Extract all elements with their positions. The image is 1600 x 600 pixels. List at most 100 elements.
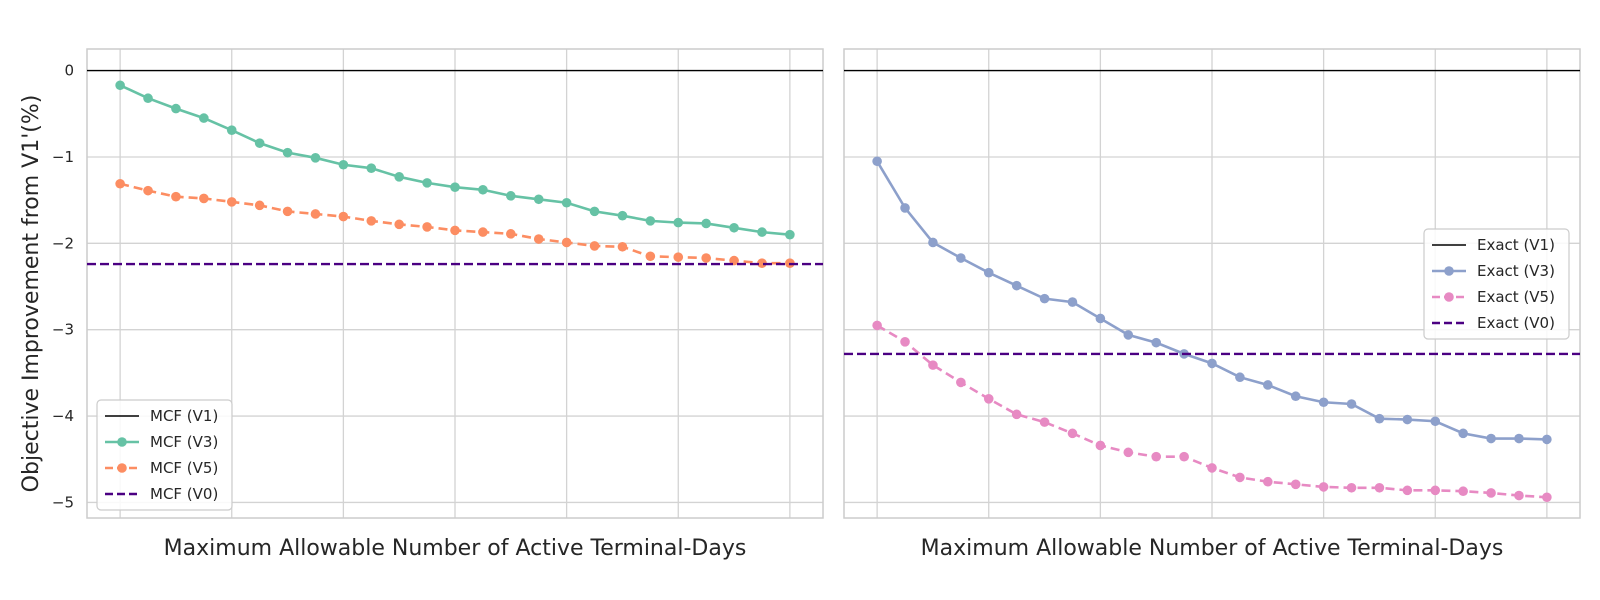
data-point — [1067, 428, 1078, 439]
data-point — [1374, 482, 1385, 493]
data-point — [1346, 482, 1357, 493]
data-point — [254, 200, 265, 211]
legend-label: Exact (V1) — [1477, 236, 1555, 254]
series-mcf-v5 — [115, 178, 795, 269]
data-point — [199, 113, 209, 123]
data-point — [450, 225, 460, 236]
data-point — [729, 222, 739, 233]
legend-entry: MCF (V0) — [105, 485, 218, 503]
data-point — [143, 93, 153, 104]
data-point — [226, 197, 237, 207]
legend-label: Exact (V0) — [1477, 314, 1555, 332]
data-point — [956, 377, 966, 388]
data-point — [1151, 451, 1161, 462]
y-tick-label: −4 — [52, 407, 74, 425]
data-point — [757, 227, 767, 237]
legend-label: MCF (V1) — [150, 407, 218, 425]
data-point — [506, 191, 516, 201]
data-point — [1235, 372, 1245, 383]
data-point — [1179, 451, 1189, 462]
data-point — [1542, 492, 1552, 503]
data-point — [1430, 416, 1441, 427]
data-point — [338, 211, 349, 222]
data-point — [983, 267, 994, 278]
data-point — [1486, 488, 1496, 498]
data-point — [1207, 463, 1217, 473]
legend-entry: MCF (V5) — [105, 459, 218, 477]
data-point — [872, 156, 882, 167]
data-point — [785, 229, 795, 240]
data-point — [254, 138, 265, 148]
y-tick-label: 0 — [64, 62, 74, 80]
legend-entry: Exact (V0) — [1432, 314, 1555, 332]
left-panel: 0 −1 −2 −3 −4 −5 Maximum Allowable Number of A… — [19, 48, 824, 561]
data-point — [589, 241, 600, 251]
data-point — [1263, 380, 1273, 390]
data-point — [478, 227, 488, 237]
right-panel: Maximum Allowable Number of Active Termi… — [843, 48, 1581, 561]
data-point — [757, 258, 767, 269]
legend-entry: Exact (V5) — [1432, 288, 1555, 306]
plot-frame — [843, 48, 1581, 519]
data-point — [310, 153, 321, 163]
data-point — [478, 184, 488, 195]
legend-marker-swatch — [1444, 292, 1454, 302]
data-point — [1095, 313, 1106, 324]
data-point — [701, 253, 711, 263]
legend-label: MCF (V0) — [150, 485, 218, 503]
series-mcf-v3 — [115, 80, 795, 240]
data-point — [617, 210, 628, 221]
legend-box — [1423, 228, 1570, 340]
data-point — [1011, 409, 1022, 420]
data-point — [1123, 330, 1134, 340]
data-point — [506, 229, 516, 239]
legend-label: MCF (V3) — [150, 433, 218, 451]
data-point — [450, 182, 460, 192]
data-point — [1346, 399, 1357, 409]
series-exact-v5 — [872, 320, 1552, 503]
y-tick-label: −1 — [52, 148, 74, 166]
data-point — [1235, 472, 1245, 483]
data-point — [1067, 297, 1078, 307]
data-point — [928, 237, 938, 248]
data-point — [115, 80, 125, 91]
data-point — [561, 197, 572, 208]
data-point — [673, 252, 684, 262]
data-point — [199, 193, 209, 204]
data-point — [533, 234, 544, 244]
data-point — [1095, 440, 1106, 451]
data-point — [1430, 485, 1441, 496]
data-point — [617, 241, 628, 252]
data-point — [1039, 417, 1050, 427]
data-point — [115, 178, 125, 189]
data-point — [338, 159, 349, 170]
data-point — [366, 163, 377, 173]
data-point — [282, 147, 293, 158]
data-point — [394, 219, 404, 230]
data-point — [1402, 485, 1413, 496]
legend: MCF (V1) MCF (V3) MCF (V5) MCF (V0) — [96, 399, 233, 511]
data-point — [872, 320, 882, 331]
data-point — [701, 218, 711, 229]
data-point — [394, 172, 404, 182]
legend-marker-swatch — [117, 437, 127, 447]
legend-marker-swatch — [1444, 266, 1454, 276]
data-point — [900, 203, 910, 213]
data-point — [1458, 428, 1468, 439]
data-point — [673, 217, 684, 228]
data-point — [1542, 434, 1552, 445]
data-point — [1318, 397, 1329, 408]
data-point — [645, 251, 656, 262]
data-point — [956, 253, 966, 263]
legend-box — [96, 399, 233, 511]
data-point — [1123, 447, 1134, 458]
legend-label: Exact (V5) — [1477, 288, 1555, 306]
data-point — [1207, 358, 1217, 369]
data-point — [900, 337, 910, 347]
data-point — [561, 237, 572, 248]
data-point — [1486, 433, 1496, 444]
y-axis-label: Objective Improvement from V1'(%) — [19, 95, 44, 493]
data-point — [1263, 476, 1273, 487]
data-point — [310, 209, 321, 219]
